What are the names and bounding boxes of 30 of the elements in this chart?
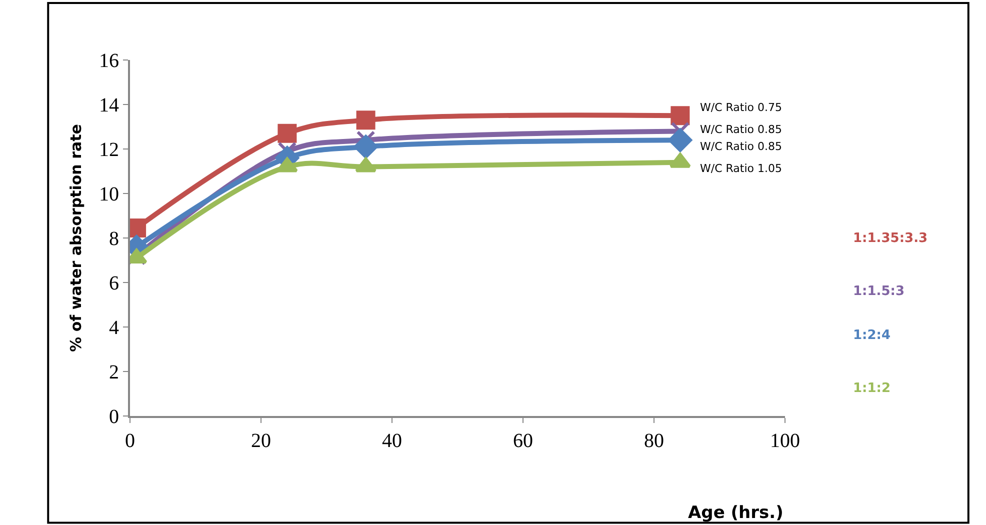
y-tick-label: 10 xyxy=(99,184,119,206)
y-tick-label: 12 xyxy=(99,139,119,161)
y-tick-label: 0 xyxy=(109,406,119,428)
y-tick-label: 8 xyxy=(109,228,119,250)
x-axis-title: Age (hrs.) xyxy=(688,503,784,523)
text: 1:1.5:3 xyxy=(853,284,905,299)
x-tick-label: 40 xyxy=(382,430,402,452)
text: 1:1.35:3.3 xyxy=(853,231,928,246)
annotation: W/C Ratio 0.75 xyxy=(700,101,782,114)
point xyxy=(278,124,297,143)
point xyxy=(356,110,376,130)
annotation: W/C Ratio 0.85 xyxy=(700,140,782,153)
x-tick-label: 20 xyxy=(251,430,271,452)
y-tick-label: 16 xyxy=(99,50,119,72)
y-tick-label: 6 xyxy=(109,272,119,294)
text: 1:2:4 xyxy=(853,328,891,343)
point xyxy=(670,106,690,126)
x-tick-label: 0 xyxy=(125,430,135,452)
annotation: W/C Ratio 0.85 xyxy=(700,123,782,136)
annotation: W/C Ratio 1.05 xyxy=(700,162,782,175)
point xyxy=(668,128,692,152)
y-tick-label: 2 xyxy=(109,362,119,384)
y-tick-label: 4 xyxy=(109,317,119,339)
x-tick-label: 60 xyxy=(513,430,533,452)
y-tick-label: 14 xyxy=(99,94,119,116)
x-tick-label: 100 xyxy=(770,430,800,452)
point xyxy=(354,134,378,159)
y-axis-title: % of water absorption rate xyxy=(66,124,85,352)
x-tick-label: 80 xyxy=(644,430,664,452)
text: 1:1:2 xyxy=(853,381,891,396)
